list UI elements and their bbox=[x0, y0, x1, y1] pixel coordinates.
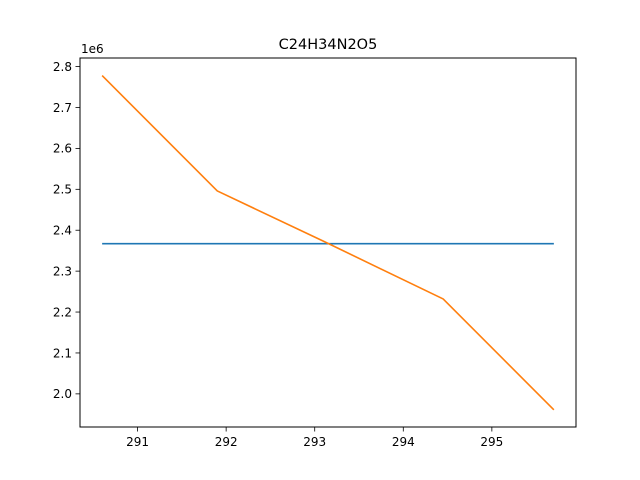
x-tick-label: 294 bbox=[392, 435, 415, 449]
x-tick-label: 295 bbox=[480, 435, 503, 449]
chart-title: C24H34N2O5 bbox=[279, 37, 378, 53]
x-tick-label: 293 bbox=[303, 435, 326, 449]
y-tick-label: 2.5 bbox=[53, 183, 72, 197]
plot-frame bbox=[79, 57, 577, 428]
y-offset-label: 1e6 bbox=[81, 42, 104, 56]
series-layer bbox=[101, 75, 555, 411]
y-tick-label: 2.2 bbox=[53, 305, 72, 319]
series-line-2 bbox=[101, 75, 555, 411]
y-tick-label: 2.8 bbox=[53, 60, 72, 74]
y-tick-label: 2.1 bbox=[53, 346, 72, 360]
y-tick-label: 2.7 bbox=[53, 101, 72, 115]
y-tick-label: 2.6 bbox=[53, 142, 72, 156]
x-axis-ticks: 291 292 293 294 295 bbox=[126, 427, 503, 449]
y-tick-label: 2.4 bbox=[53, 224, 72, 238]
y-axis-ticks: 2.0 2.1 2.2 2.3 2.4 2.5 2.6 2.7 2.8 bbox=[53, 60, 80, 401]
y-tick-label: 2.0 bbox=[53, 387, 72, 401]
x-tick-label: 291 bbox=[126, 435, 149, 449]
x-tick-label: 292 bbox=[215, 435, 238, 449]
y-tick-label: 2.3 bbox=[53, 264, 72, 278]
